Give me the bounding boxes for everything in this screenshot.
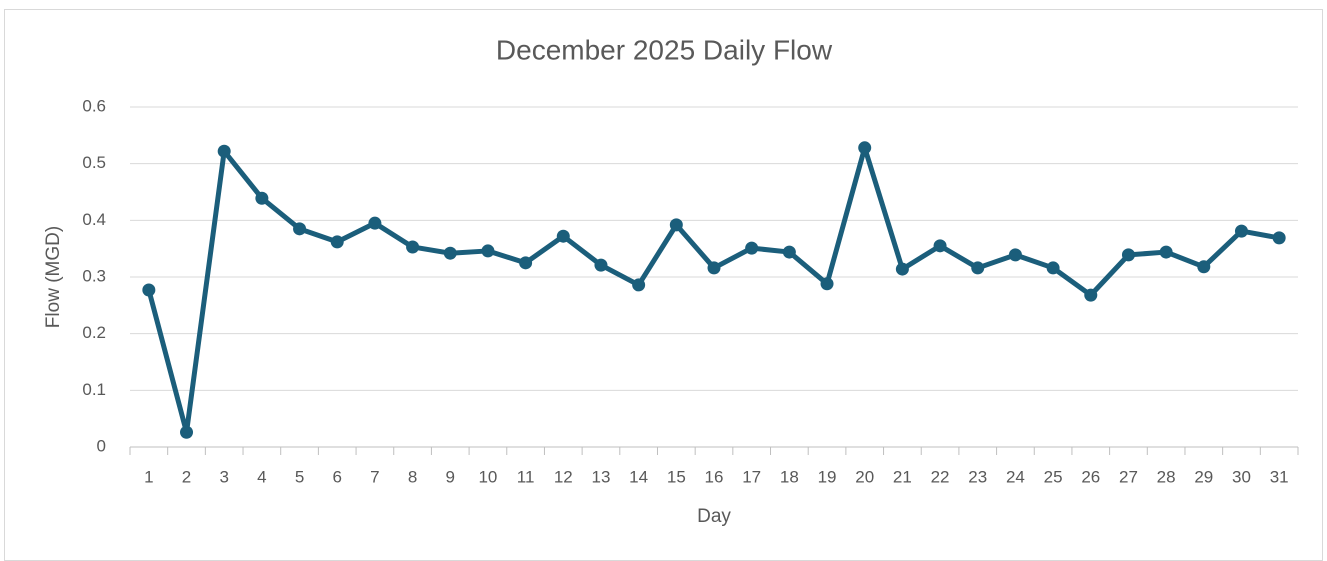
x-tick-label: 14	[629, 467, 648, 486]
marker	[1159, 245, 1173, 259]
chart-title: December 2025 Daily Flow	[496, 34, 833, 65]
marker	[1234, 224, 1248, 238]
x-tick-label: 10	[478, 467, 497, 486]
x-tick-label: 18	[780, 467, 799, 486]
x-tick-label: 6	[332, 467, 341, 486]
marker	[406, 240, 420, 254]
marker	[1046, 261, 1060, 275]
x-tick-label: 2	[182, 467, 191, 486]
marker	[443, 246, 457, 260]
marker	[745, 241, 759, 255]
y-tick-label: 0.2	[82, 323, 106, 342]
marker	[1008, 248, 1022, 262]
marker	[669, 218, 683, 232]
x-tick-label: 25	[1044, 467, 1063, 486]
x-tick-label: 16	[705, 467, 724, 486]
marker	[481, 244, 495, 258]
y-tick-label: 0.4	[82, 210, 106, 229]
x-tick-label: 3	[219, 467, 228, 486]
marker	[858, 141, 872, 155]
marker	[1084, 288, 1098, 302]
x-tick-label: 15	[667, 467, 686, 486]
marker	[217, 144, 231, 158]
x-tick-label: 19	[818, 467, 837, 486]
x-tick-label: 28	[1157, 467, 1176, 486]
marker	[820, 277, 834, 291]
marker	[330, 235, 344, 249]
x-tick-label: 27	[1119, 467, 1138, 486]
marker	[1121, 248, 1135, 262]
x-tick-label: 13	[592, 467, 611, 486]
x-tick-label: 7	[370, 467, 379, 486]
x-tick-label: 22	[931, 467, 950, 486]
x-tick-label: 11	[517, 467, 535, 486]
marker	[1272, 231, 1286, 245]
marker	[895, 262, 909, 276]
y-tick-label: 0.3	[82, 266, 106, 285]
marker	[255, 191, 269, 205]
y-tick-label: 0.6	[82, 96, 106, 115]
marker	[782, 245, 796, 259]
y-tick-label: 0.5	[82, 153, 106, 172]
marker	[1197, 260, 1211, 274]
x-tick-label: 29	[1194, 467, 1213, 486]
marker	[368, 216, 382, 230]
x-tick-label: 31	[1270, 467, 1289, 486]
x-axis-label: Day	[697, 506, 731, 527]
marker	[933, 239, 947, 253]
marker	[971, 261, 985, 275]
marker	[632, 278, 646, 292]
marker	[556, 229, 570, 243]
x-tick-label: 23	[968, 467, 987, 486]
y-tick-label: 0	[97, 436, 106, 455]
x-tick-label: 20	[855, 467, 874, 486]
x-tick-label: 4	[257, 467, 266, 486]
marker	[519, 256, 533, 270]
x-tick-label: 5	[295, 467, 304, 486]
marker	[180, 425, 194, 439]
x-tick-label: 9	[446, 467, 455, 486]
x-tick-label: 12	[554, 467, 573, 486]
marker	[594, 258, 608, 272]
x-tick-label: 24	[1006, 467, 1025, 486]
x-tick-label: 26	[1081, 467, 1100, 486]
x-tick-label: 21	[893, 467, 912, 486]
y-tick-label: 0.1	[82, 380, 106, 399]
x-tick-label: 30	[1232, 467, 1251, 486]
y-axis-label: Flow (MGD)	[43, 226, 64, 328]
x-tick-label: 8	[408, 467, 417, 486]
marker	[707, 261, 721, 275]
marker	[142, 283, 156, 297]
marker	[293, 222, 307, 236]
x-tick-label: 17	[742, 467, 761, 486]
x-tick-label: 1	[144, 467, 153, 486]
